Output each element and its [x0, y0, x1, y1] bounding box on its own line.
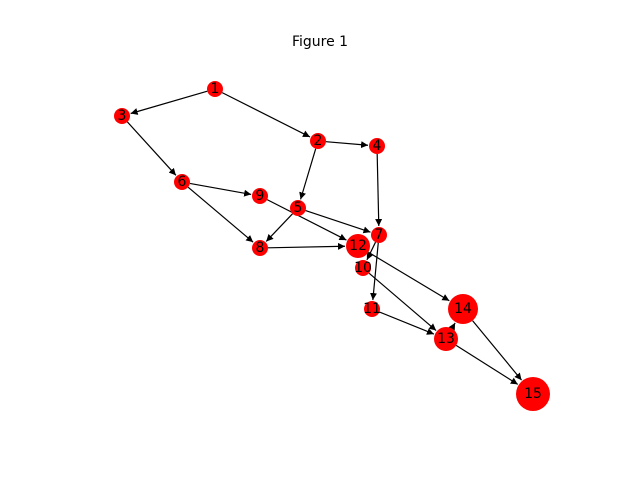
node-circle-5 — [290, 200, 306, 216]
node-12: 12 — [346, 234, 370, 258]
edge-13-to-14 — [448, 322, 456, 331]
edge-11-to-13 — [379, 311, 435, 335]
node-label-3: 3 — [118, 108, 127, 124]
node-5: 5 — [290, 200, 306, 216]
node-6: 6 — [174, 174, 190, 190]
edge-7-to-11 — [370, 242, 379, 301]
node-label-2: 2 — [314, 133, 323, 149]
node-label-10: 10 — [354, 260, 372, 276]
node-label-6: 6 — [178, 174, 187, 190]
node-7: 7 — [371, 227, 387, 243]
node-label-4: 4 — [373, 138, 382, 154]
node-label-12: 12 — [349, 238, 367, 254]
node-8: 8 — [252, 240, 268, 256]
edge-13-to-15 — [455, 344, 519, 385]
edge-6-to-8 — [187, 186, 254, 243]
edge-7-to-10 — [366, 241, 377, 261]
node-label-8: 8 — [256, 240, 265, 256]
edge-4-to-7 — [375, 153, 383, 227]
node-circle-12 — [346, 234, 370, 258]
node-1: 1 — [207, 81, 223, 97]
edge-1-to-3 — [130, 90, 208, 115]
node-4: 4 — [369, 138, 385, 154]
node-circle-13 — [434, 327, 458, 351]
node-label-15: 15 — [524, 386, 542, 402]
node-circle-3 — [114, 108, 130, 124]
node-15: 15 — [516, 377, 550, 411]
edges-layer — [126, 90, 523, 385]
edge-12-to-14 — [367, 251, 450, 302]
node-label-14: 14 — [454, 301, 472, 317]
node-circle-10 — [355, 260, 371, 276]
edge-3-to-6 — [126, 121, 177, 176]
node-label-9: 9 — [256, 188, 265, 204]
edge-5-to-7 — [305, 209, 371, 234]
node-label-1: 1 — [211, 81, 220, 97]
edge-14-to-15 — [472, 320, 523, 381]
node-3: 3 — [114, 108, 130, 124]
figure-title: Figure 1 — [291, 34, 349, 50]
edge-8-to-12 — [267, 242, 346, 250]
node-circle-4 — [369, 138, 385, 154]
edge-2-to-5 — [299, 148, 317, 200]
edge-9-to-12 — [266, 199, 347, 241]
node-circle-11 — [364, 301, 380, 317]
edge-6-to-9 — [189, 182, 252, 197]
node-label-7: 7 — [375, 227, 384, 243]
node-label-5: 5 — [294, 200, 303, 216]
edge-5-to-8 — [265, 213, 293, 242]
node-10: 10 — [354, 260, 372, 276]
node-circle-8 — [252, 240, 268, 256]
node-circle-15 — [516, 377, 550, 411]
node-14: 14 — [448, 294, 478, 324]
node-9: 9 — [252, 188, 268, 204]
edge-1-to-2 — [221, 92, 311, 138]
node-label-13: 13 — [437, 331, 455, 347]
node-13: 13 — [434, 327, 458, 351]
node-circle-9 — [252, 188, 268, 204]
node-circle-7 — [371, 227, 387, 243]
node-label-11: 11 — [363, 301, 381, 317]
node-circle-6 — [174, 174, 190, 190]
node-circle-2 — [310, 133, 326, 149]
node-circle-14 — [448, 294, 478, 324]
edge-10-to-13 — [368, 272, 437, 332]
node-11: 11 — [363, 301, 381, 317]
edge-2-to-4 — [325, 141, 369, 149]
node-circle-1 — [207, 81, 223, 97]
node-2: 2 — [310, 133, 326, 149]
